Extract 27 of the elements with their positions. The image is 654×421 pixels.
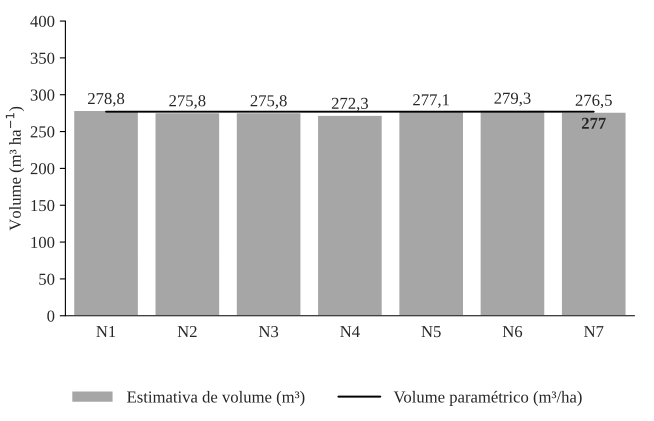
y-tick-label: 100 xyxy=(31,236,54,248)
y-tick-label: 200 xyxy=(30,163,54,174)
y-tick-label: 0 xyxy=(47,310,54,322)
x-tick-label: N2 xyxy=(178,326,197,338)
data-label: 277,1 xyxy=(413,94,449,108)
y-axis-title: Volume (m³ ha$^{−1}$) xyxy=(6,106,24,231)
y-tick-label: 250 xyxy=(30,126,54,138)
legend-label: Volume paramétrico (m³/ha) xyxy=(394,390,582,406)
x-tick-label: N5 xyxy=(421,326,441,338)
data-label: 278,8 xyxy=(88,92,124,107)
legend-label: Estimativa de volume (m³) xyxy=(127,390,304,406)
y-tick-label: 300 xyxy=(30,89,54,101)
x-tick-label: N1 xyxy=(96,326,116,338)
x-tick-label: N7 xyxy=(584,326,604,338)
data-label: 275,8 xyxy=(169,95,206,109)
y-tick-label: 50 xyxy=(39,274,54,285)
y-tick-label: 150 xyxy=(31,200,54,212)
x-tick-label: N3 xyxy=(258,326,278,338)
data-label: 275,8 xyxy=(250,95,287,109)
x-tick-label: N6 xyxy=(502,326,522,338)
data-label: 272,3 xyxy=(332,98,368,112)
annotation: 277 xyxy=(582,118,606,129)
data-label: 276,5 xyxy=(576,94,612,108)
x-tick-label: N4 xyxy=(340,326,360,338)
y-tick-label: 400 xyxy=(30,16,54,27)
y-tick-label: 350 xyxy=(30,52,54,64)
data-label: 279,3 xyxy=(494,92,531,106)
